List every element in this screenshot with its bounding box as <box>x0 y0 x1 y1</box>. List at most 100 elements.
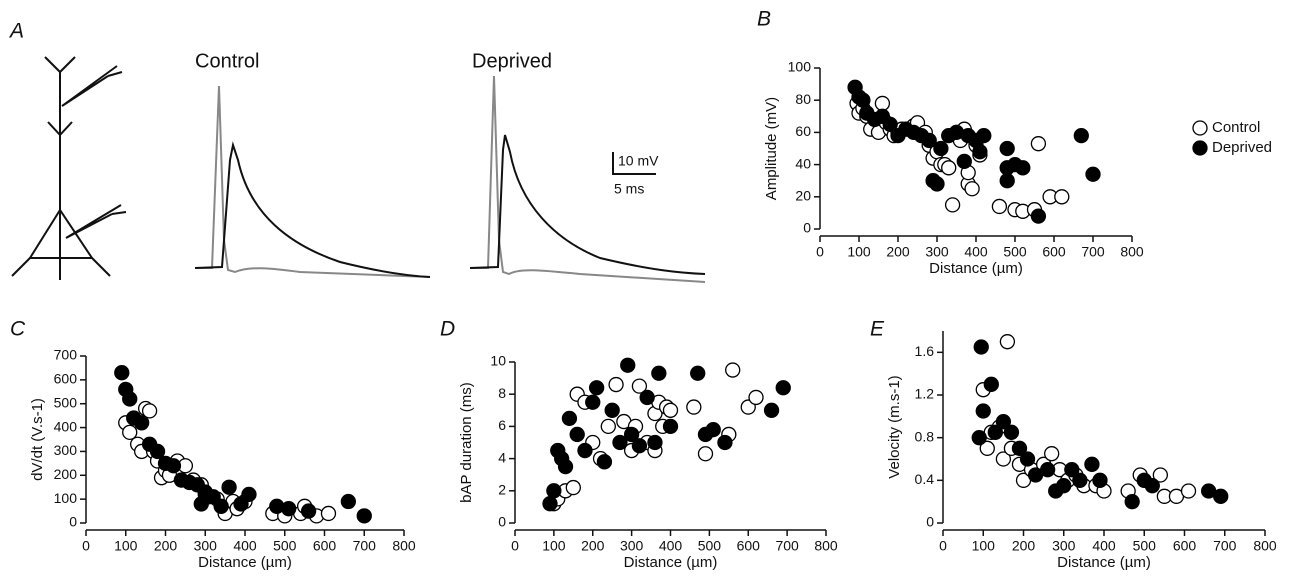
deprived-trace <box>470 75 706 283</box>
data-point <box>944 197 961 213</box>
panel-label: B <box>757 8 771 31</box>
legend-label: Control <box>1212 119 1260 136</box>
data-point <box>1015 160 1031 176</box>
x-axis-label: Distance (µm) <box>1057 554 1151 571</box>
x-tick-label: 300 <box>194 538 218 554</box>
data-point <box>141 403 158 419</box>
data-point <box>623 426 640 443</box>
data-point <box>662 402 679 418</box>
x-tick-label: 0 <box>816 244 824 260</box>
data-point <box>1073 127 1089 144</box>
y-axis-label: Amplitude (mV) <box>763 97 780 200</box>
y-tick-label: 600 <box>54 371 78 387</box>
y-tick-label: 6 <box>498 417 506 433</box>
data-point <box>971 430 987 446</box>
x-tick-label: 500 <box>1133 538 1157 554</box>
data-point <box>964 181 980 197</box>
legend-label: Deprived <box>1212 139 1272 156</box>
data-point <box>596 454 613 470</box>
data-point <box>631 438 648 454</box>
data-point <box>690 365 706 381</box>
y-tick-label: 0.4 <box>915 471 935 487</box>
data-point <box>588 380 605 396</box>
x-tick-label: 800 <box>814 538 838 554</box>
y-tick-label: 4 <box>498 449 506 465</box>
x-tick-label: 200 <box>581 538 605 554</box>
y-tick-label: 300 <box>54 442 78 458</box>
y-axis-label: dV/dt (V.s-1) <box>29 398 46 481</box>
x-tick-label: 400 <box>964 244 988 260</box>
data-point <box>1030 136 1047 152</box>
y-tick-label: 20 <box>795 188 811 204</box>
legend-marker <box>1192 120 1208 136</box>
x-tick-label: 300 <box>620 538 644 554</box>
data-point <box>356 508 372 524</box>
y-tick-label: 100 <box>788 59 812 75</box>
data-point <box>557 458 574 475</box>
data-point <box>921 132 937 149</box>
data-point <box>748 389 764 406</box>
data-point <box>565 479 581 496</box>
data-point <box>855 92 871 108</box>
panel-label: D <box>440 318 455 341</box>
y-tick-label: 400 <box>54 418 78 434</box>
data-point <box>651 365 667 381</box>
data-point <box>1056 478 1072 494</box>
x-axis-label: Distance (µm) <box>929 260 1023 277</box>
y-tick-label: 1.2 <box>915 386 935 402</box>
data-point <box>686 399 702 415</box>
y-tick-label: 0 <box>926 514 934 530</box>
x-tick-label: 0 <box>511 538 519 554</box>
data-point <box>631 378 648 394</box>
y-tick-label: 8 <box>498 385 506 401</box>
trace-title: Deprived <box>472 50 552 72</box>
x-tick-label: 400 <box>1092 538 1116 554</box>
data-point <box>585 394 601 410</box>
y-tick-label: 100 <box>54 490 78 506</box>
y-tick-label: 700 <box>54 347 78 363</box>
data-point <box>1064 462 1080 478</box>
data-point <box>717 434 733 451</box>
panel-label: C <box>10 318 26 341</box>
x-tick-label: 500 <box>698 538 722 554</box>
y-tick-label: 2 <box>498 482 506 498</box>
data-point <box>956 153 972 170</box>
data-point <box>608 376 624 393</box>
data-point <box>1040 462 1056 478</box>
x-tick-label: 200 <box>154 538 178 554</box>
x-tick-label: 800 <box>392 538 416 554</box>
scale-label: 5 ms <box>614 181 644 197</box>
data-point <box>705 421 721 438</box>
data-point <box>933 140 949 157</box>
legend-marker <box>1192 140 1208 156</box>
panel-label: E <box>870 318 885 341</box>
x-axis-label: Distance (µm) <box>624 554 718 571</box>
x-tick-label: 600 <box>1173 538 1197 554</box>
y-tick-label: 0 <box>69 514 77 530</box>
data-point <box>546 483 562 499</box>
data-point <box>600 418 616 435</box>
data-point <box>569 426 585 443</box>
x-tick-label: 600 <box>313 538 337 554</box>
y-axis-label: bAP duration (ms) <box>458 382 475 503</box>
data-point <box>972 144 988 160</box>
data-point <box>1044 446 1060 462</box>
x-tick-label: 300 <box>1052 538 1076 554</box>
data-point <box>133 415 150 431</box>
data-point <box>976 127 992 144</box>
data-point <box>620 357 636 373</box>
data-point <box>991 198 1008 215</box>
data-point <box>149 443 166 460</box>
y-tick-label: 500 <box>54 394 78 410</box>
y-tick-label: 1.6 <box>915 343 935 359</box>
data-point <box>763 402 780 418</box>
x-tick-label: 700 <box>353 538 377 554</box>
x-tick-label: 400 <box>659 538 683 554</box>
data-point <box>1003 424 1020 440</box>
data-point <box>1054 189 1070 205</box>
y-tick-label: 0 <box>498 514 506 530</box>
data-point <box>999 334 1016 350</box>
x-tick-label: 100 <box>972 538 996 554</box>
data-point <box>995 414 1012 430</box>
